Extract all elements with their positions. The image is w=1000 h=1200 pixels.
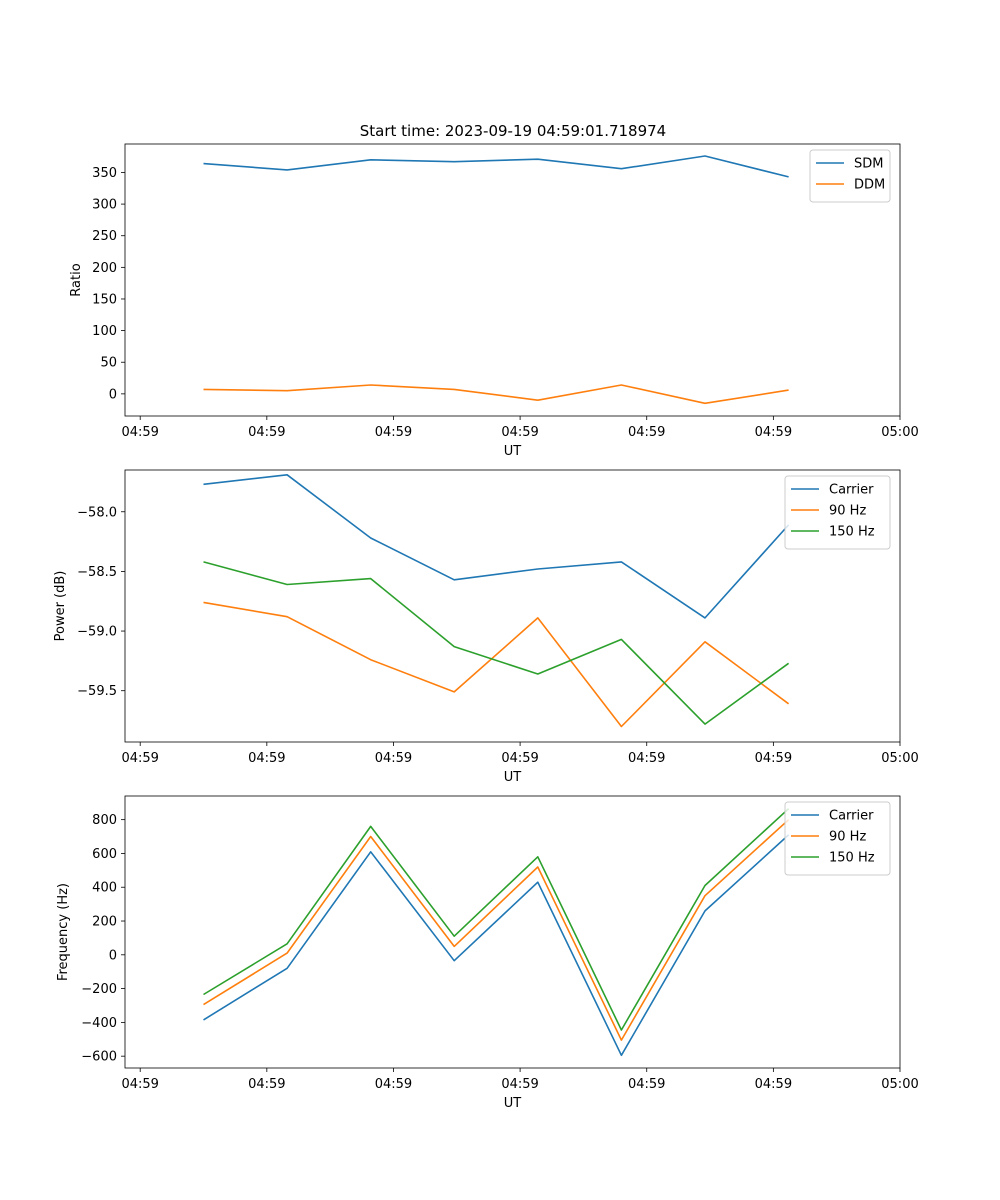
- y-tick-label: 100: [92, 324, 117, 339]
- x-tick-label: 04:59: [501, 1077, 538, 1092]
- x-tick-label: 04:59: [248, 1077, 285, 1092]
- y-axis-label: Ratio: [69, 263, 84, 296]
- y-axis-label: Frequency (Hz): [56, 883, 71, 981]
- y-tick-label: −58.5: [77, 565, 117, 580]
- x-tick-label: 04:59: [755, 425, 792, 440]
- series-line-carrier: [203, 834, 790, 1057]
- x-tick-label: 05:00: [881, 1077, 918, 1092]
- axes-frame: [124, 795, 901, 1069]
- y-tick-label: 0: [109, 387, 117, 402]
- axes-frame: [124, 143, 901, 417]
- x-tick-label: 05:00: [881, 751, 918, 766]
- y-tick-label: 800: [92, 813, 117, 828]
- y-tick-label: 150: [92, 292, 117, 307]
- x-tick-label: 04:59: [755, 751, 792, 766]
- y-tick-label: −400: [81, 1016, 117, 1031]
- series-line-carrier: [203, 473, 790, 619]
- x-axis-label: UT: [504, 1096, 522, 1111]
- legend-label: 150 Hz: [829, 525, 875, 540]
- x-tick-label: 05:00: [881, 425, 918, 440]
- axes-frame: [124, 469, 901, 743]
- x-tick-label: 04:59: [628, 1077, 665, 1092]
- x-tick-label: 04:59: [501, 425, 538, 440]
- panel-1: 04:59 04:59 04:59 04:59 04:59 04:59 05:00 0 50 10…: [69, 143, 919, 459]
- legend-label: 90 Hz: [829, 830, 866, 845]
- legend-label: Carrier: [829, 483, 874, 498]
- y-tick-label: −600: [81, 1050, 117, 1065]
- x-tick-label: 04:59: [121, 751, 158, 766]
- x-tick-label: 04:59: [628, 425, 665, 440]
- x-tick-label: 04:59: [248, 425, 285, 440]
- y-tick-label: 400: [92, 881, 117, 896]
- y-tick-label: −59.5: [77, 684, 117, 699]
- y-tick-label: −200: [81, 982, 117, 997]
- x-tick-label: 04:59: [248, 751, 285, 766]
- y-tick-label: 300: [92, 198, 117, 213]
- series-line-ddm: [203, 384, 789, 405]
- y-tick-label: 0: [109, 948, 117, 963]
- legend-label: Carrier: [829, 809, 874, 824]
- y-tick-label: 600: [92, 847, 117, 862]
- x-tick-label: 04:59: [121, 1077, 158, 1092]
- legend-label: 90 Hz: [829, 504, 866, 519]
- series-line-sdm: [203, 155, 789, 178]
- series-line-150-hz: [203, 808, 790, 1031]
- y-tick-label: 350: [92, 166, 117, 181]
- chart-title: Start time: 2023-09-19 04:59:01.718974: [360, 122, 666, 140]
- y-tick-label: 200: [92, 261, 117, 276]
- legend: Carrier 90 Hz 150 Hz: [784, 801, 891, 876]
- legend-label: 150 Hz: [829, 851, 875, 866]
- y-tick-label: 250: [92, 229, 117, 244]
- panel-2: 04:59 04:59 04:59 04:59 04:59 04:59 05:00 −58.0…: [53, 469, 919, 785]
- series-line-90-hz: [203, 601, 790, 728]
- series-line-90-hz: [203, 819, 790, 1041]
- series-line-150-hz: [203, 561, 790, 725]
- x-tick-label: 04:59: [375, 751, 412, 766]
- legend: SDM DDM: [809, 149, 891, 203]
- x-tick-label: 04:59: [121, 425, 158, 440]
- x-axis-label: UT: [504, 444, 522, 459]
- legend-label: SDM: [854, 157, 883, 172]
- x-tick-label: 04:59: [375, 425, 412, 440]
- x-tick-label: 04:59: [628, 751, 665, 766]
- x-tick-label: 04:59: [755, 1077, 792, 1092]
- legend: Carrier 90 Hz 150 Hz: [784, 475, 891, 550]
- y-tick-label: 50: [100, 356, 117, 371]
- x-tick-label: 04:59: [501, 751, 538, 766]
- y-tick-label: −59.0: [77, 625, 117, 640]
- y-tick-label: 200: [92, 915, 117, 930]
- y-axis-label: Power (dB): [53, 571, 68, 642]
- x-tick-label: 04:59: [375, 1077, 412, 1092]
- x-axis-label: UT: [504, 770, 522, 785]
- y-tick-label: −58.0: [77, 505, 117, 520]
- legend-label: DDM: [854, 178, 885, 193]
- panel-3: 04:59 04:59 04:59 04:59 04:59 04:59 05:00 800 60…: [56, 795, 919, 1111]
